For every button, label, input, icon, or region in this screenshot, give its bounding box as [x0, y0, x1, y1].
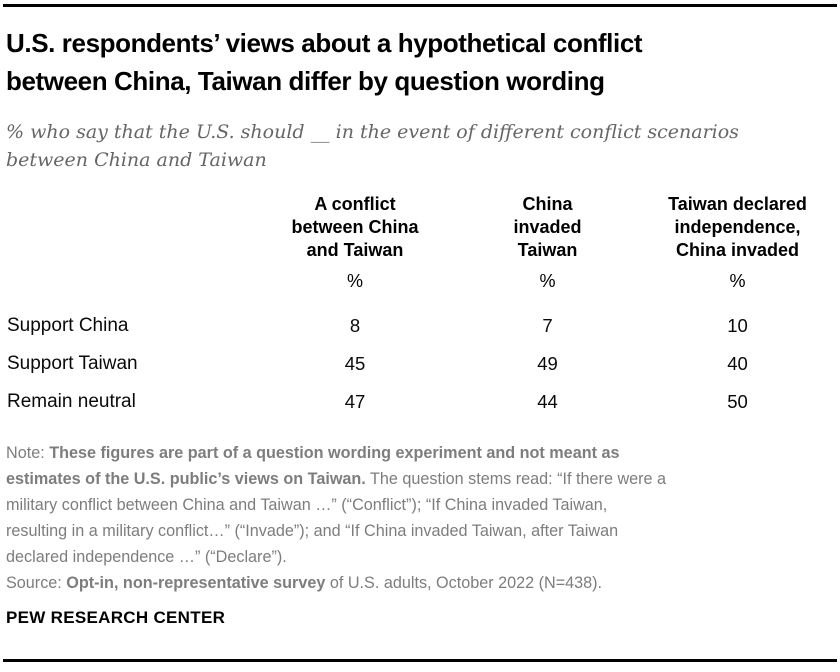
column-header-invade: China invaded Taiwan [513, 194, 582, 260]
note-text-bold: estimates of the U.S. public’s views on … [6, 470, 366, 488]
source-line: Source: Opt-in, non-representative surve… [6, 570, 838, 596]
empty-unit-cell [0, 263, 250, 307]
source-text: Source: [6, 574, 67, 592]
note-text: declared independence …” (“Declare”). [6, 548, 287, 566]
table-row-support-china: Support China 8 7 10 [0, 307, 840, 345]
top-divider [3, 4, 837, 7]
source-text: of U.S. adults, October 2022 (N=438). [325, 574, 603, 592]
data-table: A conflict between China and Taiwan Chin… [0, 193, 840, 421]
row-label-support-taiwan: Support Taiwan [7, 353, 138, 374]
note-line: declared independence …” (“Declare”). [6, 544, 838, 570]
column-header-declare: Taiwan declared independence, China inva… [668, 194, 807, 260]
column-header-conflict: A conflict between China and Taiwan [291, 194, 419, 260]
value-remain-neutral-invade: 44 [537, 391, 558, 412]
value-remain-neutral-conflict: 47 [344, 391, 366, 412]
note-line: estimates of the U.S. public’s views on … [6, 466, 838, 492]
value-support-china-declare: 10 [727, 315, 748, 336]
note-line: military conflict between China and Taiw… [6, 492, 838, 518]
note-line: Note: These figures are part of a questi… [6, 440, 838, 466]
value-support-taiwan-declare: 40 [727, 353, 748, 374]
unit-row: % % % [0, 263, 840, 307]
figure-subtitle: % who say that the U.S. should __ in the… [6, 121, 739, 171]
pew-research-center-wordmark: PEW RESEARCH CENTER [6, 608, 226, 627]
note-text: The question stems read: “If there were … [365, 470, 667, 488]
row-label-support-china: Support China [7, 315, 129, 336]
table-header-row: A conflict between China and Taiwan Chin… [0, 193, 840, 263]
note-text: Note: [6, 444, 50, 462]
table-row-remain-neutral: Remain neutral 47 44 50 [0, 383, 840, 421]
unit-cell-invade: % [539, 271, 556, 291]
note-line: resulting in a military conflict…” (“Inv… [6, 518, 838, 544]
value-support-taiwan-conflict: 45 [344, 353, 366, 374]
figure-title: U.S. respondents’ views about a hypothet… [6, 28, 643, 96]
row-label-remain-neutral: Remain neutral [7, 391, 136, 412]
value-support-taiwan-invade: 49 [537, 353, 558, 374]
note-text-bold: These figures are part of a question wor… [49, 444, 620, 462]
source-text-bold: Opt-in, non-representative survey [66, 574, 326, 592]
empty-corner-cell [0, 193, 250, 263]
bottom-divider [3, 659, 837, 662]
value-support-china-conflict: 8 [349, 315, 361, 336]
unit-cell-declare: % [729, 271, 746, 291]
value-support-china-invade: 7 [542, 315, 553, 336]
table-row-support-taiwan: Support Taiwan 45 49 40 [0, 345, 840, 383]
figure-notes: Note: These figures are part of a questi… [6, 440, 838, 596]
note-text: resulting in a military conflict…” (“Inv… [6, 522, 619, 540]
unit-cell-conflict: % [346, 271, 363, 291]
value-remain-neutral-declare: 50 [727, 391, 748, 412]
note-text: military conflict between China and Taiw… [6, 496, 608, 514]
